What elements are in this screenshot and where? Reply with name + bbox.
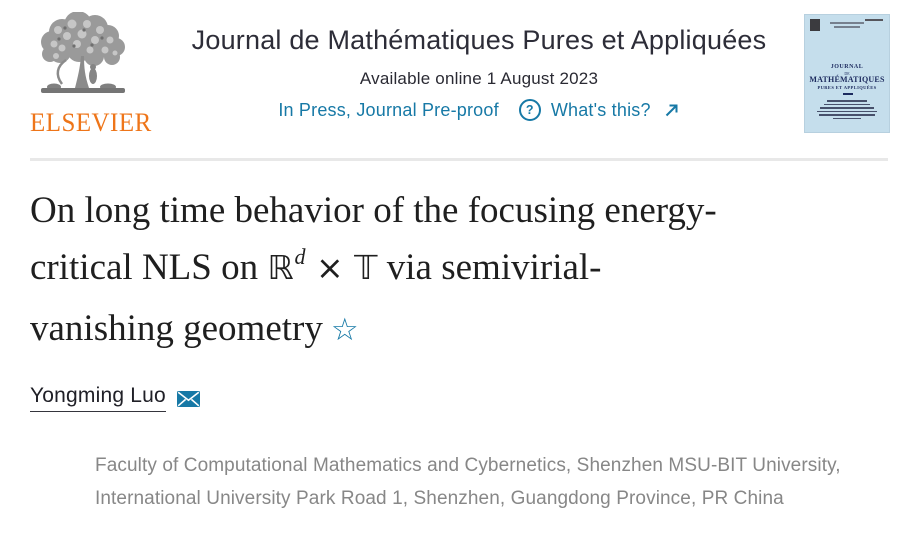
cover-emblem-icon xyxy=(810,19,820,31)
header-divider xyxy=(30,158,888,161)
elsevier-tree-icon xyxy=(41,12,125,93)
double-struck-R-symbol: ℝ xyxy=(267,248,294,287)
superscript-d: d xyxy=(294,244,306,269)
title-line-1: On long time behavior of the focusing en… xyxy=(30,190,717,231)
footnote-star-icon[interactable]: ☆ xyxy=(330,312,359,348)
journal-banner: ELSEVIER Journal de Mathématiques Pures … xyxy=(0,0,916,150)
elsevier-wordmark: ELSEVIER xyxy=(30,108,152,137)
whats-this-link[interactable]: What's this? xyxy=(550,99,651,120)
cover-editors-block xyxy=(805,100,889,121)
external-link-arrow-icon[interactable] xyxy=(663,102,680,119)
available-online-date: Available online 1 August 2023 xyxy=(359,69,599,88)
help-question-icon[interactable]: ? xyxy=(518,99,541,121)
author-row: Yongming Luo xyxy=(30,384,886,412)
times-symbol: × xyxy=(305,248,355,287)
title-line-3: vanishing geometry ☆ xyxy=(30,308,359,349)
in-press-row: In Press, Journal Pre-proof ? What's thi… xyxy=(154,99,804,121)
article-title: On long time behavior of the focusing en… xyxy=(30,182,886,359)
cover-mathematiques-word: MATHÉMATIQUES xyxy=(809,75,885,84)
cover-de-word: DE xyxy=(844,71,850,76)
cover-pures-word: PURES ET APPLIQUÉES xyxy=(817,85,877,90)
journal-title-link[interactable]: Journal de Mathématiques Pures et Appliq… xyxy=(191,25,767,55)
journal-header-center: Journal de Mathématiques Pures et Appliq… xyxy=(154,12,804,121)
affiliation-line-2: International University Park Road 1, Sh… xyxy=(95,487,784,509)
title-line-2: critical NLS on ℝd × 𝕋 via semivirial- xyxy=(30,244,602,288)
author-affiliation: Faculty of Computational Mathematics and… xyxy=(95,450,886,515)
email-envelope-icon[interactable] xyxy=(176,391,200,407)
double-struck-T-symbol: 𝕋 xyxy=(354,248,378,287)
journal-cover-thumbnail[interactable]: JOURNAL DE MATHÉMATIQUES PURES ET APPLIQ… xyxy=(804,14,890,133)
in-press-status: In Press, Journal Pre-proof xyxy=(278,99,499,120)
cover-journal-word: JOURNAL xyxy=(830,64,864,70)
author-name-link[interactable]: Yongming Luo xyxy=(30,384,166,412)
affiliation-line-1: Faculty of Computational Mathematics and… xyxy=(95,455,841,476)
elsevier-logo[interactable]: ELSEVIER xyxy=(30,12,154,136)
